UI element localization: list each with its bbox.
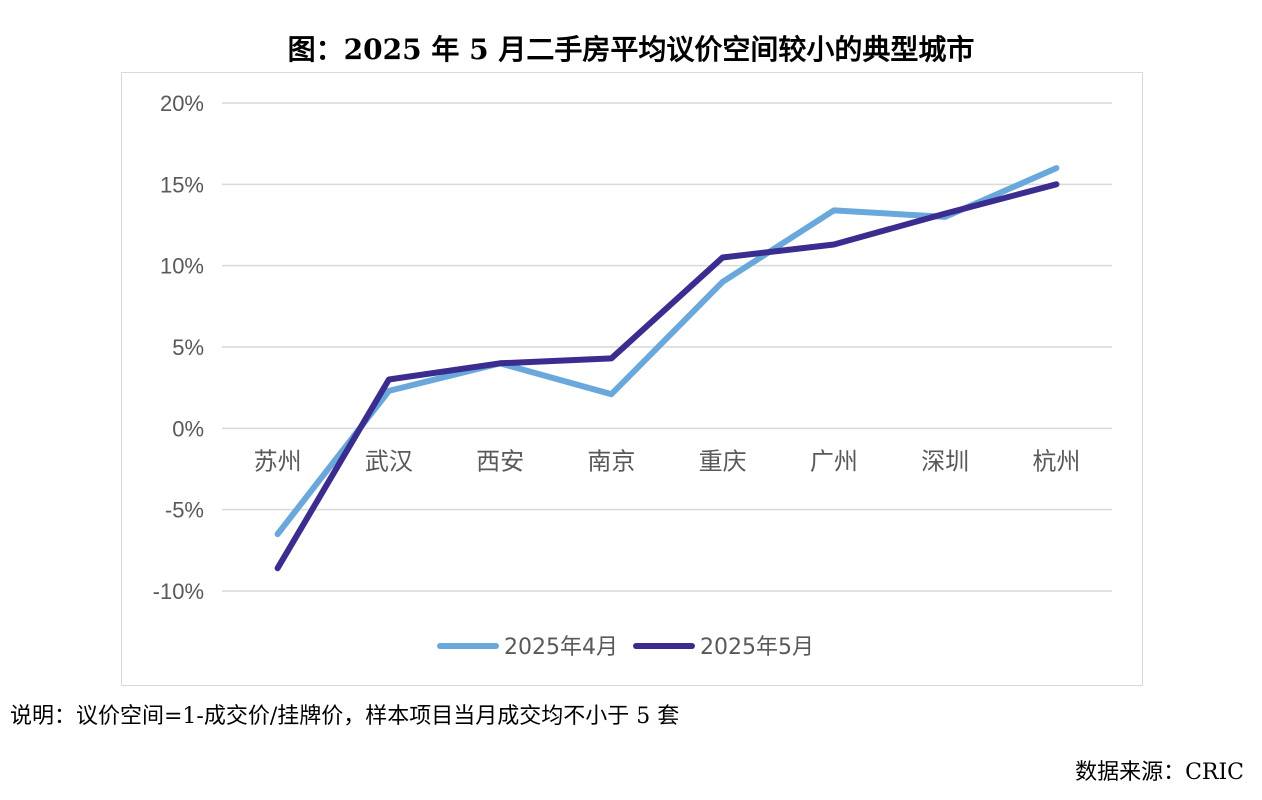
chart-title: 图：2025 年 5 月二手房平均议价空间较小的典型城市 [287, 33, 975, 66]
chart-note: 说明：议价空间=1-成交价/挂牌价，样本项目当月成交均不小于 5 套 [10, 704, 680, 729]
x-category-label: 深圳 [921, 447, 969, 475]
series-line-2 [274, 181, 1060, 572]
x-category-label: 广州 [810, 447, 858, 475]
y-tick-label: 5% [172, 335, 204, 360]
x-category-label: 杭州 [1032, 447, 1080, 475]
x-category-label: 南京 [587, 447, 635, 475]
data-source: 数据来源：CRIC [1075, 760, 1244, 785]
y-tick-label: 15% [160, 172, 204, 197]
y-tick-label: 0% [172, 416, 204, 441]
x-category-label: 苏州 [254, 447, 302, 475]
x-category-label: 武汉 [365, 447, 413, 475]
chart-frame [121, 72, 1143, 686]
legend-label: 2025年5月 [700, 635, 814, 660]
y-tick-label: 20% [160, 91, 204, 116]
y-tick-label: -10% [153, 579, 204, 604]
x-category-label: 重庆 [699, 447, 747, 475]
x-category-label: 西安 [476, 447, 524, 475]
y-tick-label: 10% [160, 254, 204, 279]
y-tick-label: -5% [165, 498, 204, 523]
legend-label: 2025年4月 [504, 635, 618, 660]
series-line-1 [274, 165, 1060, 538]
